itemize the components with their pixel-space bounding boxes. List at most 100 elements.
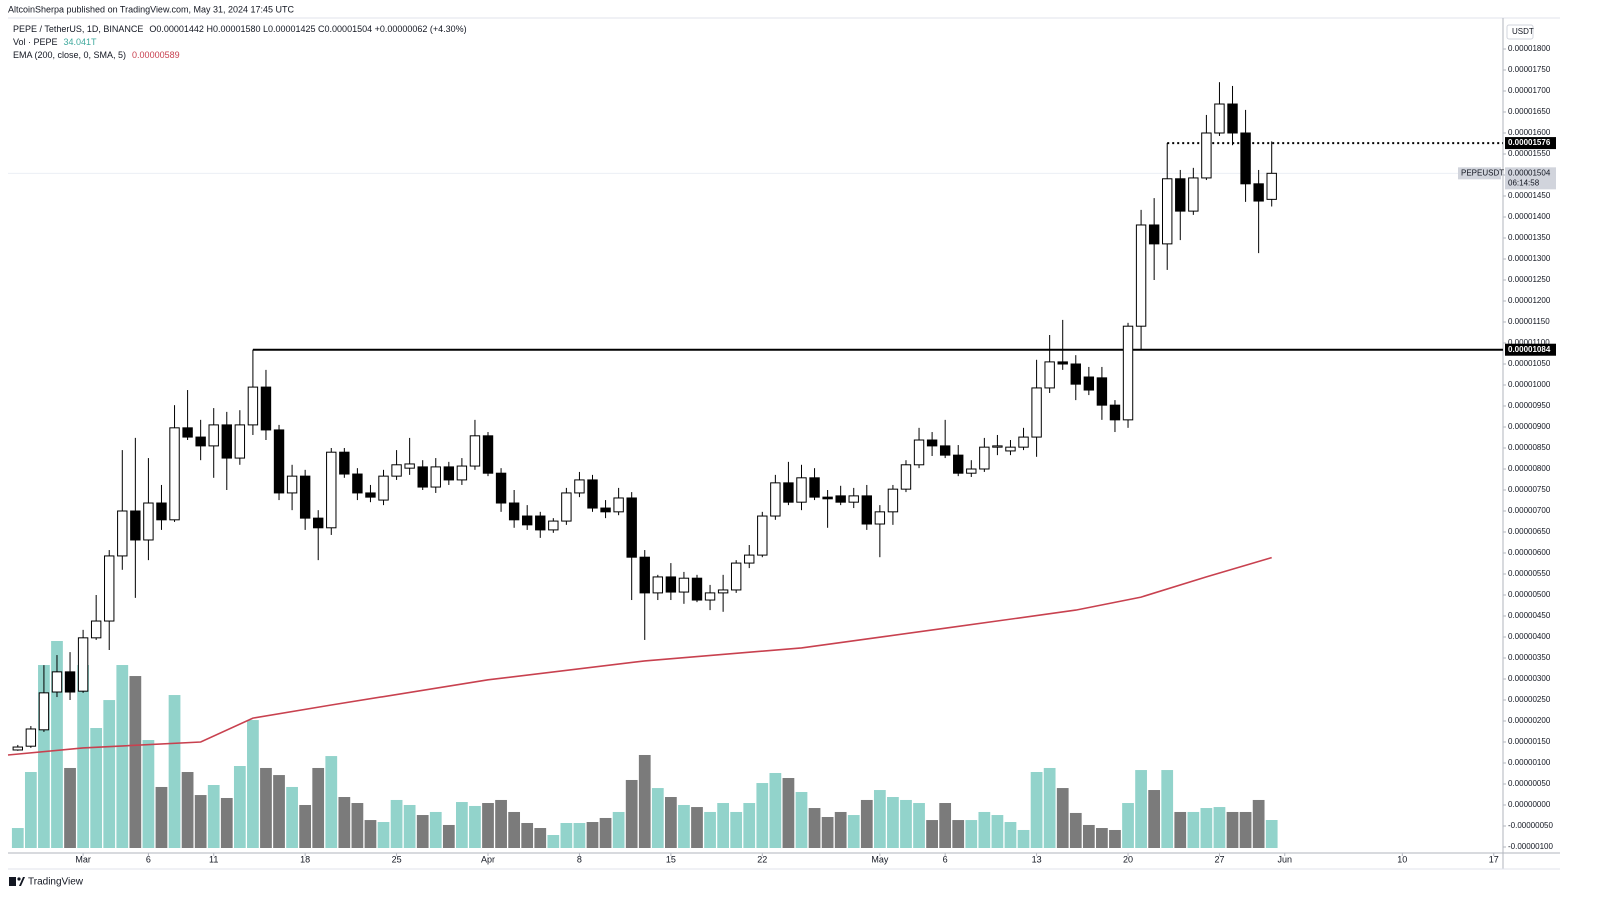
candle-body <box>417 466 428 488</box>
volume-bar <box>416 815 429 848</box>
volume-bar <box>129 676 142 848</box>
volume-bar <box>900 799 912 848</box>
y-tick-label: 0.00000250 <box>1508 695 1551 704</box>
candle-body <box>508 502 520 521</box>
ema-line <box>7 556 1272 756</box>
candle-body <box>587 479 598 509</box>
candle-body <box>796 477 807 503</box>
volume-bar <box>991 815 1004 848</box>
candle-body <box>104 555 115 622</box>
volume-bar <box>364 820 377 848</box>
y-tick-label: 0.00001750 <box>1508 65 1551 74</box>
volume-bar <box>286 786 298 848</box>
candle-body <box>1018 436 1029 448</box>
candle-body <box>966 468 977 474</box>
y-tick-label: 0.00000800 <box>1508 464 1551 473</box>
candle-body <box>887 488 899 513</box>
candle-body <box>64 671 76 693</box>
volume-bar <box>51 641 63 848</box>
volume-bar <box>887 797 899 848</box>
y-tick-label: 0.00000300 <box>1508 674 1551 683</box>
candle-body <box>365 492 376 498</box>
volume-bar <box>547 835 560 848</box>
volume-bar <box>1069 812 1082 848</box>
candle-body <box>1188 177 1199 212</box>
candle-body <box>822 496 833 500</box>
volume-bar <box>325 756 338 848</box>
candle-body <box>979 446 990 470</box>
candle-body <box>678 577 690 593</box>
candle-body <box>535 515 546 531</box>
y-tick-label: 0.00001100 <box>1508 338 1550 347</box>
level-label-box <box>1505 343 1556 356</box>
candle-body <box>861 495 872 525</box>
candle-body <box>482 435 494 474</box>
candle-body <box>77 637 89 692</box>
volume-bar <box>1200 808 1213 848</box>
volume-bar <box>769 772 782 848</box>
volume-bar <box>260 767 272 848</box>
y-tick-label: 0.00000650 <box>1508 527 1551 536</box>
volume-bar <box>495 799 507 848</box>
candle-body <box>456 465 468 481</box>
y-tick-label: 0.00000000 <box>1508 800 1551 809</box>
candle-body <box>1005 446 1016 452</box>
candle-body <box>260 386 272 431</box>
volume-bar <box>181 772 194 848</box>
y-tick-label: 0.00001550 <box>1508 149 1551 158</box>
candle-body <box>1070 363 1081 385</box>
volume-bar <box>664 797 677 848</box>
volume-bar <box>299 804 312 848</box>
y-tick-label: 0.00001400 <box>1508 212 1551 221</box>
candle-body <box>1031 387 1042 438</box>
candle-body <box>835 495 846 503</box>
y-tick-label: -0.00000100 <box>1508 842 1553 851</box>
published-note: AltcoinSherpa published on TradingView.c… <box>8 4 295 14</box>
candle-body <box>130 510 141 541</box>
volume-bar <box>965 820 978 848</box>
legend-volume: Vol · PEPE 34.041T <box>13 37 97 47</box>
volume-bar <box>1122 803 1134 848</box>
y-tick-label: 0.00000200 <box>1508 716 1551 725</box>
y-tick-label: 0.00000050 <box>1508 779 1551 788</box>
x-tick-label: Mar <box>75 854 91 864</box>
y-tick-label: 0.00000900 <box>1508 422 1551 431</box>
unit-box <box>1506 24 1534 40</box>
candle-body <box>286 475 298 494</box>
volume-bar <box>24 772 37 848</box>
level-label: 0.00001084 <box>1508 345 1551 354</box>
candle-body <box>195 436 206 447</box>
volume-bar <box>1004 822 1017 848</box>
y-tick-label: 0.00001150 <box>1508 317 1550 326</box>
volume-bar <box>743 803 756 848</box>
candle-body <box>1096 377 1108 406</box>
x-tick-label: May <box>871 854 889 864</box>
volume-bar <box>847 815 860 848</box>
volume-bar <box>860 799 873 848</box>
candle-body <box>1266 172 1277 200</box>
volume-bar <box>1252 799 1265 848</box>
candle-body <box>939 445 951 456</box>
candle-body <box>639 556 650 594</box>
volume-bar <box>1265 820 1278 848</box>
volume-bar <box>1082 824 1095 848</box>
volume-bar <box>116 665 129 848</box>
volume-bar <box>312 767 325 848</box>
candle-body <box>1227 103 1238 134</box>
legend-main: PEPE / TetherUS, 1D, BINANCE O0.00001442 … <box>13 24 467 34</box>
volume-bar <box>913 803 925 848</box>
volume-bar <box>456 802 468 848</box>
y-tick-label: 0.00000700 <box>1508 506 1551 515</box>
volume-bar <box>220 797 233 848</box>
volume-bar <box>521 822 534 848</box>
candle-body <box>757 515 768 556</box>
volume-bar <box>730 811 743 848</box>
y-tick-label: 0.00001300 <box>1508 254 1551 263</box>
candle-body <box>809 477 820 498</box>
volume-bar <box>38 665 50 848</box>
y-tick-label: 0.00000750 <box>1508 485 1551 494</box>
candle-body <box>273 429 285 494</box>
candle-body <box>430 466 441 488</box>
y-tick-label: 0.00001350 <box>1508 233 1551 242</box>
